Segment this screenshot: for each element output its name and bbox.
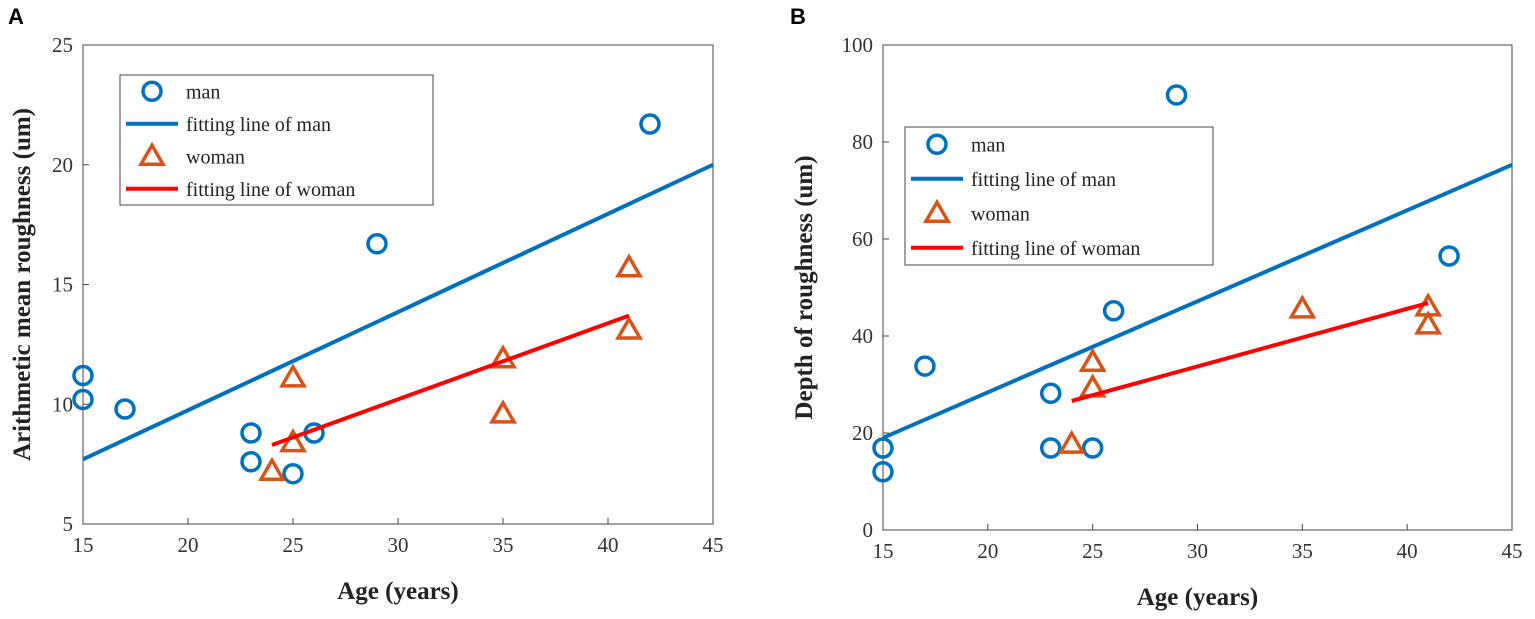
x-tick-label: 15	[73, 533, 94, 557]
x-tick-label: 15	[873, 539, 894, 563]
x-axis-label: Age (years)	[337, 578, 458, 605]
x-tick-label: 35	[493, 533, 514, 557]
legend: man fitting line of man woman fitting line …	[904, 126, 1214, 266]
y-tick-label: 60	[852, 227, 873, 251]
data-point-man	[1039, 437, 1062, 459]
data-point-woman	[1057, 429, 1086, 454]
legend-entry: fitting line of woman	[186, 179, 355, 201]
x-tick-label: 35	[1292, 539, 1313, 563]
x-tick-label: 45	[703, 533, 724, 557]
fit-line-woman	[271, 313, 630, 447]
data-point-man	[240, 422, 262, 444]
panel-label-b: B	[790, 4, 806, 29]
chart-b: 15 20 25 30 35 40 45 0 20 40 60 80 100 Age (years) Dep…	[791, 33, 1523, 611]
legend-entry: woman	[971, 203, 1030, 225]
data-point-man	[282, 462, 304, 485]
x-tick-label: 20	[178, 533, 199, 557]
legend-entry: man	[186, 81, 220, 103]
y-tick-label: 25	[52, 33, 73, 57]
legend: man fitting line of man woman fitting line …	[119, 74, 434, 206]
x-tick-label: 20	[977, 539, 998, 563]
x-tick-label: 40	[1397, 539, 1418, 563]
fit-line-woman	[1071, 301, 1429, 403]
legend-circle-icon	[141, 80, 163, 102]
data-point-man	[1039, 382, 1062, 404]
data-point-man	[872, 437, 894, 459]
data-point-man	[1102, 300, 1125, 322]
data-point-woman	[1288, 294, 1317, 319]
data-point-man	[72, 364, 94, 387]
data-point-woman	[1414, 310, 1443, 335]
x-tick-label: 25	[283, 533, 304, 557]
y-tick-label: 20	[852, 421, 873, 445]
data-point-man	[639, 113, 661, 135]
legend-triangle-icon	[922, 198, 952, 223]
x-axis-label: Age (years)	[1137, 584, 1258, 611]
legend-entry: woman	[186, 146, 245, 168]
y-axis-label: Arithmetic mean roughness (um)	[9, 108, 36, 461]
y-tick-label: 20	[52, 153, 73, 177]
data-point-woman	[257, 456, 287, 482]
data-point-man	[1438, 245, 1460, 267]
data-point-man	[240, 450, 262, 473]
fit-line-man	[82, 162, 714, 462]
y-tick-label: 40	[852, 324, 873, 348]
data-point-woman	[488, 399, 518, 424]
data-point-man	[1165, 84, 1188, 106]
plot-frame	[882, 44, 1513, 531]
data-point-man	[366, 233, 388, 255]
y-tick-label: 100	[842, 33, 874, 57]
data-point-woman	[614, 315, 644, 340]
data-point-man	[1081, 437, 1104, 459]
legend-entry: fitting line of man	[971, 169, 1116, 191]
legend-entry: man	[971, 134, 1005, 156]
x-tick-label: 45	[1502, 539, 1523, 563]
data-point-man	[914, 355, 936, 377]
y-tick-label: 5	[63, 512, 74, 536]
legend-triangle-icon	[137, 141, 167, 166]
legend-box	[904, 126, 1214, 266]
data-point-man	[872, 461, 894, 483]
y-tick-label: 10	[52, 392, 73, 416]
legend-entry: fitting line of woman	[971, 238, 1140, 260]
legend-box	[119, 74, 434, 206]
x-tick-label: 25	[1082, 539, 1103, 563]
data-point-woman	[614, 253, 644, 278]
fit-line-man	[882, 162, 1513, 440]
data-point-man	[114, 398, 136, 420]
y-tick-label: 0	[863, 518, 874, 542]
data-point-man	[72, 388, 94, 411]
y-axis-label: Depth of roughness (um)	[791, 155, 818, 419]
panel-label-a: A	[8, 4, 24, 29]
legend-entry: fitting line of man	[186, 114, 331, 136]
chart-a: 15 20 25 30 35 40 45 5 10 15 20 25 Age (years) Arithm…	[9, 33, 724, 605]
legend-circle-icon	[926, 133, 948, 155]
data-point-woman	[1078, 347, 1107, 372]
x-tick-label: 40	[598, 533, 619, 557]
y-tick-label: 80	[852, 130, 873, 154]
data-point-woman	[278, 363, 308, 388]
y-tick-label: 15	[52, 273, 73, 297]
x-tick-label: 30	[1187, 539, 1208, 563]
x-tick-label: 30	[388, 533, 409, 557]
